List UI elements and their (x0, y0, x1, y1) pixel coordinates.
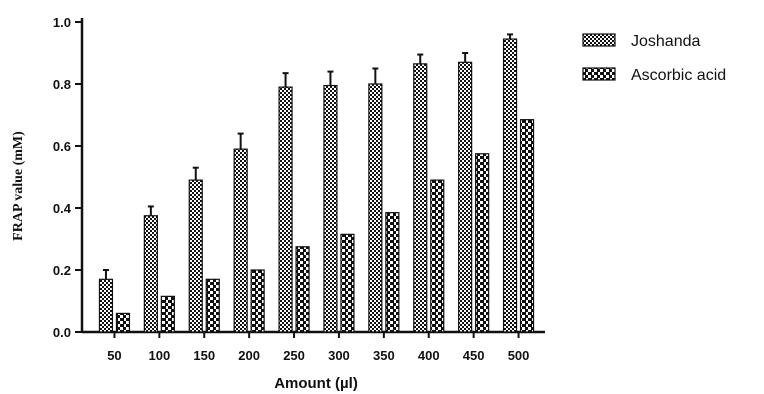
bar-joshanda (188, 179, 203, 333)
x-tick-label: 200 (238, 348, 260, 363)
legend-swatch-joshanda (582, 33, 616, 47)
bar-ascorbic-acid (160, 295, 175, 333)
y-tick-label: 0.4 (53, 201, 72, 216)
y-tick-label: 0.0 (53, 325, 71, 340)
bar-joshanda (502, 38, 518, 333)
legend-swatch-ascorbic-acid (582, 67, 616, 81)
bars (98, 33, 535, 333)
bar-joshanda (98, 278, 114, 333)
bar-ascorbic-acid (115, 312, 131, 333)
legend-label-ascorbic-acid: Ascorbic acid (631, 67, 726, 84)
x-tick-label: 450 (463, 348, 485, 363)
legend-label-joshanda: Joshanda (631, 33, 700, 50)
x-tick-label: 150 (193, 348, 215, 363)
bar-ascorbic-acid (475, 153, 490, 333)
bar-joshanda (233, 148, 248, 333)
y-tick-label: 0.6 (53, 139, 71, 154)
x-tick-label: 50 (107, 348, 121, 363)
x-tick-label: 100 (148, 348, 170, 363)
bar-ascorbic-acid (519, 119, 535, 333)
legend: Joshanda Ascorbic acid (582, 33, 726, 84)
bar-joshanda (323, 84, 338, 333)
y-tick-label: 0.8 (53, 77, 71, 92)
y-tick-label: 0.2 (53, 263, 71, 278)
x-axis-title: Amount (µl) (274, 375, 358, 392)
y-axis-title: FRAP value (mM) (11, 131, 26, 241)
bar-joshanda (278, 86, 293, 333)
bar-ascorbic-acid (250, 269, 265, 333)
y-tick-label: 1.0 (53, 15, 71, 30)
x-tick-label: 500 (508, 348, 530, 363)
bar-ascorbic-acid (295, 246, 310, 333)
x-tick-label: 400 (418, 348, 440, 363)
bar-ascorbic-acid (430, 179, 445, 333)
x-tick-label: 250 (283, 348, 305, 363)
x-ticks: 50 100 150 200 250 300 350 400 450 500 (107, 332, 529, 363)
bar-ascorbic-acid (340, 233, 355, 333)
bar-ascorbic-acid (385, 212, 400, 333)
y-ticks: 0.0 0.2 0.4 0.6 0.8 1.0 (53, 15, 82, 340)
bar-joshanda (458, 61, 473, 333)
bar-ascorbic-acid (205, 278, 220, 333)
bar-joshanda (368, 83, 383, 333)
bar-joshanda (413, 63, 428, 333)
bar-joshanda (143, 215, 158, 333)
x-tick-label: 300 (328, 348, 350, 363)
x-tick-label: 350 (373, 348, 395, 363)
